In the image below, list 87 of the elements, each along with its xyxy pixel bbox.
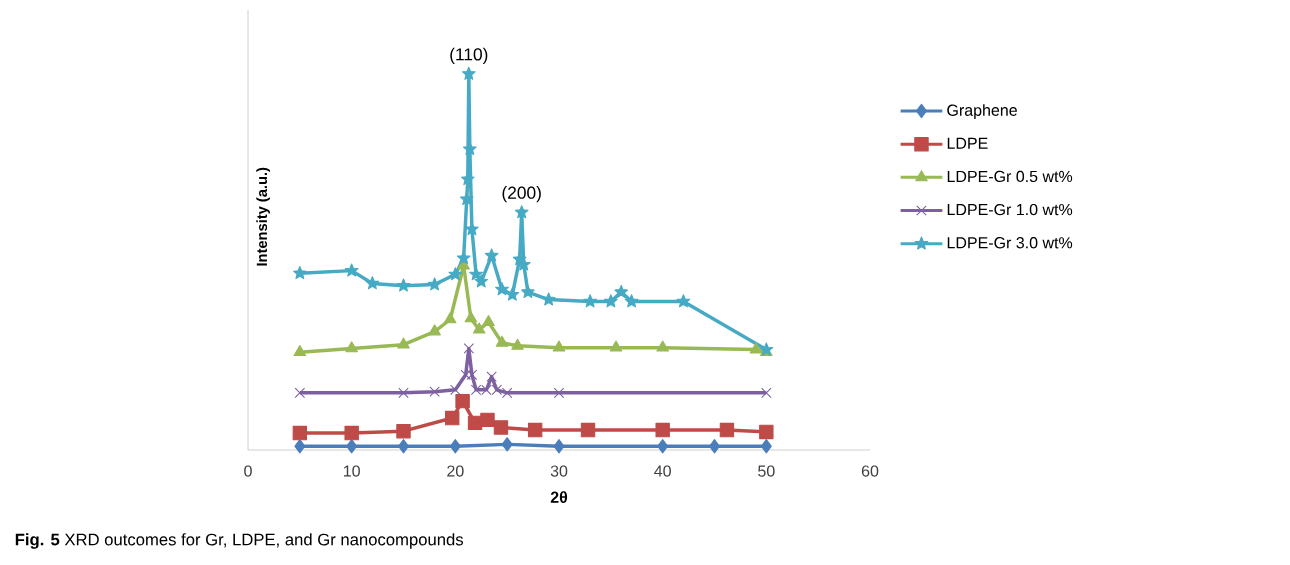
point	[761, 387, 772, 399]
x-tick-label: 30	[550, 465, 568, 477]
point	[495, 282, 509, 296]
point	[759, 424, 774, 440]
point	[294, 439, 306, 454]
point	[484, 248, 499, 262]
legend-label: LDPE-Gr 0.5 wt%	[947, 170, 1073, 183]
annotation: (200)	[502, 186, 541, 203]
point	[429, 386, 440, 397]
point	[657, 439, 669, 454]
point	[365, 276, 380, 290]
x-axis-title: 2θ	[550, 491, 568, 503]
point	[553, 387, 565, 399]
x-tick-label: 40	[654, 465, 671, 477]
point	[656, 340, 669, 352]
point	[482, 314, 495, 327]
point	[609, 340, 623, 352]
point	[719, 422, 735, 438]
point	[443, 312, 457, 324]
point	[344, 263, 359, 277]
point	[624, 294, 639, 308]
point	[397, 337, 410, 349]
legend-label: LDPE-Gr 1.0 wt%	[947, 203, 1073, 216]
point	[428, 324, 441, 336]
point	[463, 343, 475, 354]
point	[465, 222, 479, 236]
point	[345, 341, 358, 353]
point	[396, 278, 411, 292]
point	[603, 294, 618, 308]
point	[456, 251, 471, 265]
point	[486, 371, 497, 382]
point	[449, 439, 461, 454]
x-tick-label: 10	[343, 465, 360, 477]
point	[464, 311, 478, 323]
point	[749, 342, 763, 354]
point	[293, 345, 307, 357]
point	[760, 439, 772, 454]
legend-label: LDPE	[947, 137, 988, 149]
point	[511, 338, 524, 350]
point	[676, 294, 691, 308]
point	[493, 420, 509, 435]
point	[448, 267, 463, 281]
point	[514, 205, 529, 219]
point	[397, 439, 410, 454]
point	[541, 292, 556, 306]
point	[459, 191, 474, 206]
point	[460, 172, 475, 186]
point	[505, 287, 520, 301]
point	[460, 369, 471, 381]
y-axis-title: Intensity (a.u.)	[256, 167, 270, 266]
x-tick-label: 60	[861, 465, 879, 477]
x-tick-label: 20	[447, 465, 464, 477]
point	[398, 387, 409, 399]
point	[580, 422, 596, 438]
point	[474, 274, 489, 288]
point	[346, 439, 358, 454]
text: Fig. 5 XRD outcomes for Gr, LDPE, and Gr nanocompounds	[15, 533, 464, 549]
point	[469, 267, 483, 281]
point	[450, 384, 461, 396]
point	[501, 437, 513, 452]
point	[501, 387, 513, 399]
point	[480, 412, 495, 428]
point	[455, 393, 470, 409]
point	[472, 322, 486, 334]
x-tick-label: 0	[244, 465, 252, 477]
point	[466, 369, 478, 381]
point	[521, 284, 535, 298]
point	[396, 423, 411, 439]
point	[614, 284, 629, 298]
point	[427, 277, 442, 291]
point	[552, 340, 566, 352]
point	[495, 335, 509, 347]
point	[344, 425, 359, 441]
annotation: (110)	[450, 47, 488, 64]
point	[708, 439, 721, 454]
point	[527, 422, 543, 438]
point	[292, 266, 307, 280]
point	[553, 439, 565, 454]
legend-label: Graphene	[947, 104, 1017, 120]
point	[294, 387, 306, 399]
point	[292, 425, 308, 441]
legend-label: LDPE-Gr 3.0 wt%	[947, 237, 1073, 249]
point	[655, 422, 670, 438]
point	[461, 66, 476, 80]
x-tick-label: 50	[758, 465, 775, 477]
point	[583, 294, 597, 308]
point	[445, 410, 460, 426]
